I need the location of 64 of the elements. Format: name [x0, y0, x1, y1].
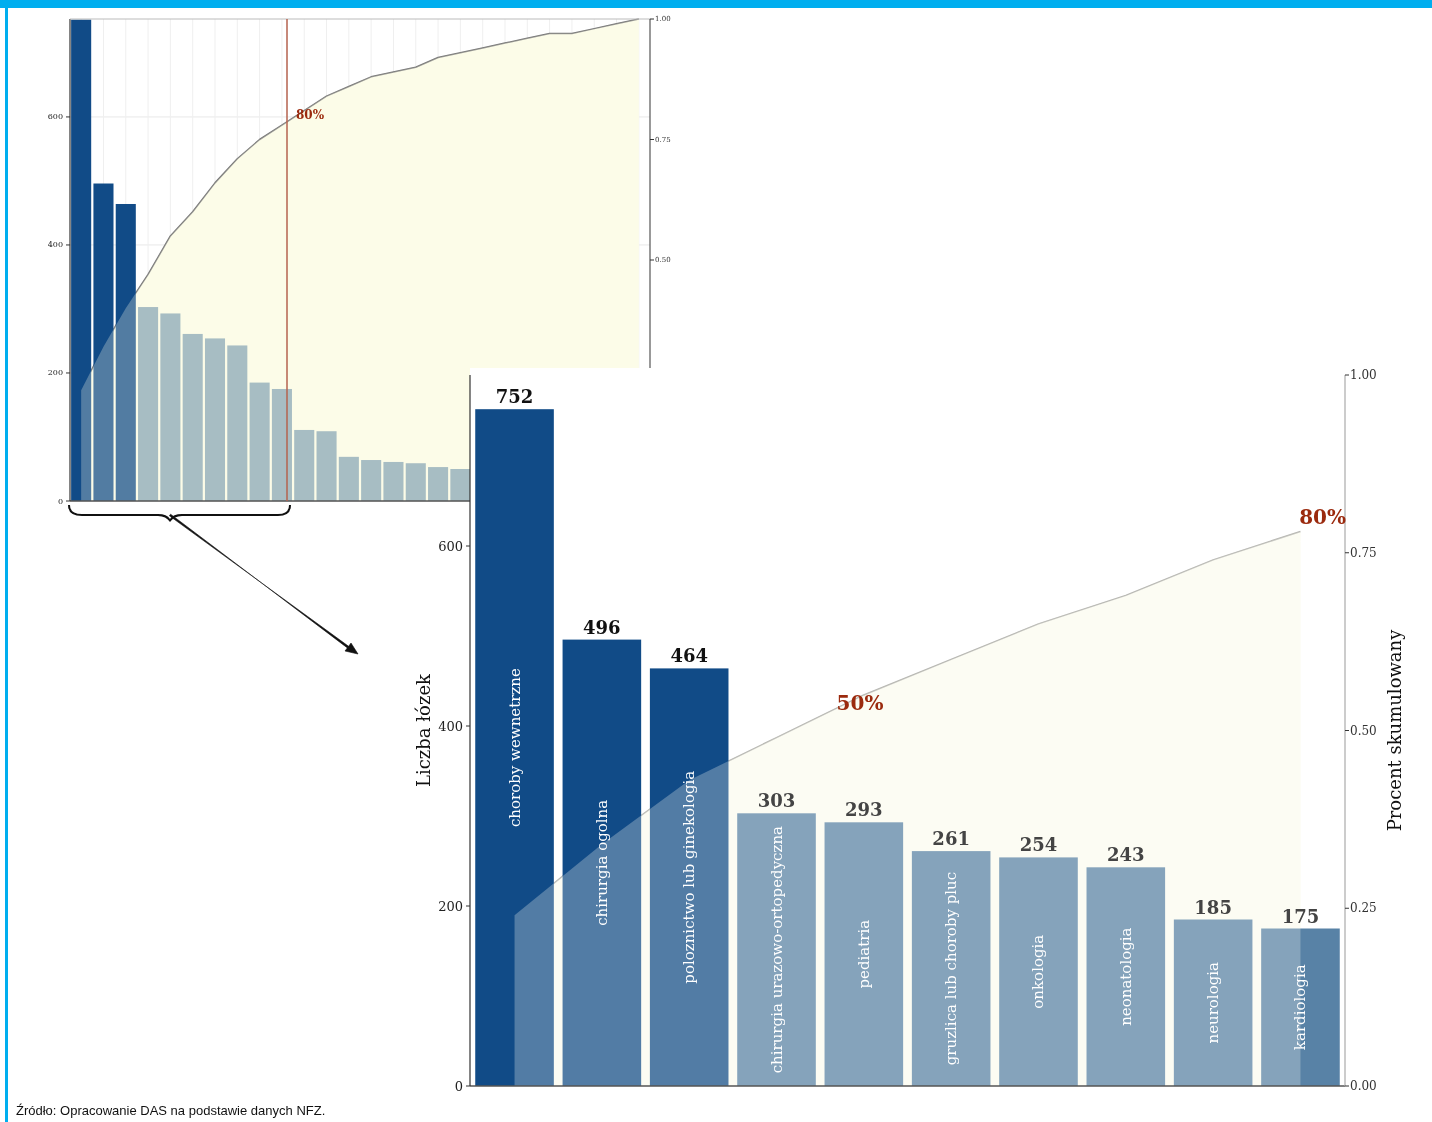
data-label: 243 — [1107, 844, 1145, 866]
data-label: 293 — [845, 799, 883, 821]
y-axis-title: Liczba łózek — [413, 672, 434, 787]
bar — [1086, 867, 1166, 1086]
y-tick-label: 0 — [57, 496, 63, 506]
annotation: 80% — [1299, 505, 1346, 529]
data-label: 496 — [583, 616, 621, 638]
x-tick-label: pediatria — [854, 919, 873, 989]
x-tick-label: poloznictwo lub ginekologia — [680, 770, 699, 984]
bar — [562, 639, 642, 1086]
bar — [138, 307, 159, 501]
bar — [115, 203, 136, 501]
bar — [450, 469, 471, 501]
bar — [294, 429, 315, 501]
bar — [93, 183, 114, 501]
data-label: 464 — [670, 645, 708, 667]
bar — [824, 822, 904, 1086]
bar — [338, 456, 359, 501]
bar — [1261, 928, 1340, 1086]
bar — [204, 338, 226, 501]
x-tick-label: gruzlica lub choroby pluc — [942, 871, 961, 1066]
bar — [911, 851, 991, 1086]
bar — [160, 313, 181, 501]
y-tick-label: 400 — [438, 718, 463, 734]
bar — [361, 460, 382, 501]
bar — [999, 857, 1078, 1086]
bar — [649, 668, 729, 1086]
data-label: 185 — [1194, 896, 1232, 918]
annotation: 80% — [296, 108, 325, 122]
bar — [227, 345, 248, 501]
data-label: 254 — [1019, 834, 1058, 856]
bar — [1173, 919, 1253, 1086]
x-tick-label: onkologia — [1029, 934, 1048, 1009]
x-tick-label: choroby wewnetrzne — [505, 668, 524, 828]
data-label: 261 — [932, 828, 970, 850]
bar — [383, 461, 404, 501]
data-label: 175 — [1281, 905, 1320, 927]
bar — [182, 333, 203, 501]
bar — [428, 467, 449, 501]
x-tick-label: chirurgia urazowo-ortopedyczna — [767, 825, 786, 1074]
data-label: 752 — [495, 386, 534, 408]
x-tick-label: neonatologia — [1116, 927, 1135, 1026]
text: Źródło: Opracowanie DAS na podstawie danych NFZ. — [16, 1103, 326, 1118]
x-tick-label: chirurgia ogolna — [592, 799, 611, 926]
y-tick-label: 600 — [47, 112, 63, 122]
bar — [316, 431, 337, 501]
y-tick-label: 400 — [47, 240, 63, 250]
y2-tick-label: 0.25 — [1350, 901, 1377, 916]
y2-tick-label: 0.75 — [1350, 545, 1377, 560]
y-tick-label: 200 — [438, 898, 463, 914]
annotation: 50% — [836, 691, 884, 715]
bar — [405, 463, 426, 501]
y-tick-label: 200 — [47, 368, 63, 378]
y2-tick-label: 0.00 — [1350, 1079, 1377, 1093]
bar — [249, 382, 270, 501]
y-tick-label: 0 — [454, 1078, 463, 1094]
y2-tick-label: 1.00 — [1350, 368, 1377, 382]
y2-axis-title: Procent skumulowany — [1384, 628, 1405, 832]
y2-tick-label: 0.50 — [1350, 723, 1377, 738]
x-tick-label: kardiologia — [1291, 964, 1310, 1051]
y-tick-label: 600 — [438, 538, 463, 554]
bar — [737, 813, 816, 1086]
data-label: 303 — [757, 790, 796, 812]
x-tick-label: neurologia — [1204, 961, 1223, 1044]
